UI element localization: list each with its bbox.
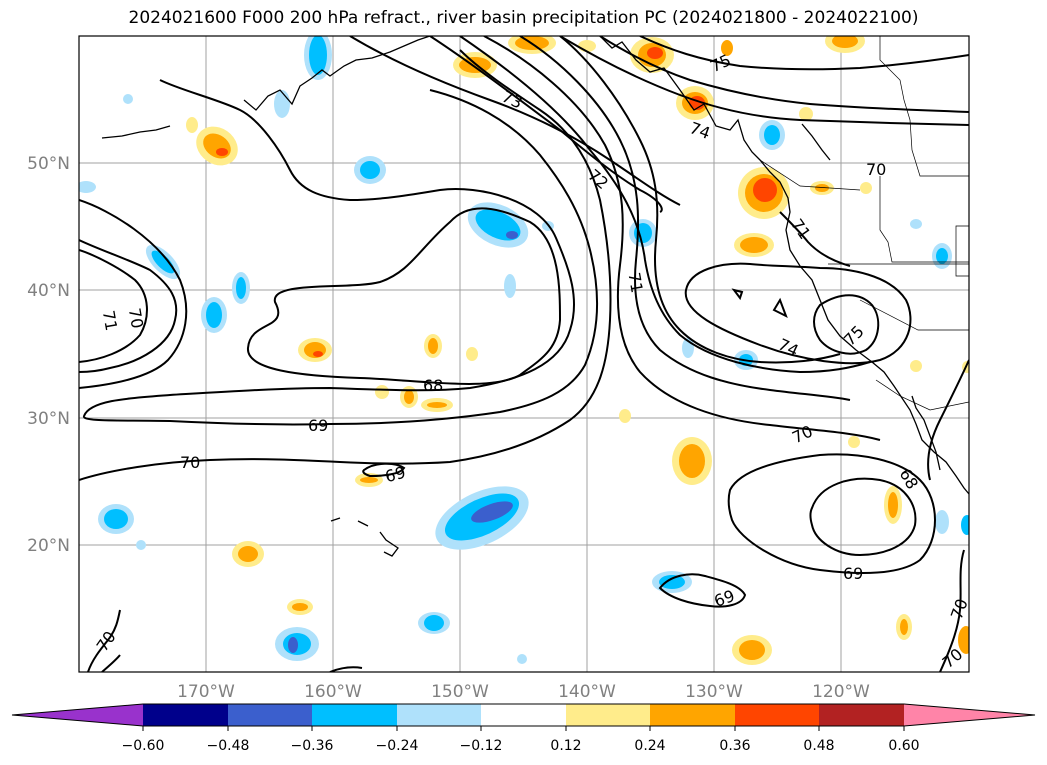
colorbar-bin <box>735 704 819 726</box>
contour-label: 71 <box>624 271 646 294</box>
lon-label-120w: 120°W <box>812 682 870 702</box>
colorbar-tick-label: 0.48 <box>803 738 834 754</box>
lon-label-130w: 130°W <box>685 682 743 702</box>
colorbar-tick-label: 0.36 <box>719 738 750 754</box>
colorbar-tick-label: 0.60 <box>888 738 919 754</box>
colorbar-over-arrow <box>904 704 1035 726</box>
colorbar-bin <box>819 704 904 726</box>
lon-label-160w: 160°W <box>304 682 362 702</box>
lon-label-150w: 150°W <box>431 682 489 702</box>
refractivity-contours <box>79 36 969 672</box>
colorbar-bin <box>312 704 397 726</box>
lon-label-140w: 140°W <box>558 682 616 702</box>
map-title: 2024021600 F000 200 hPa refract., river … <box>128 8 919 28</box>
colorbar-tick-label: 0.12 <box>550 738 581 754</box>
lon-label-170w: 170°W <box>177 682 235 702</box>
colorbar-tick-label: −0.24 <box>376 738 419 754</box>
longitude-labels: 170°W 160°W 150°W 140°W 130°W 120°W <box>177 682 870 702</box>
lat-label-20n: 20°N <box>27 536 70 556</box>
colorbar-tick-label: 0.24 <box>634 738 665 754</box>
colorbar-tick-label: −0.48 <box>207 738 250 754</box>
contour-label: 68 <box>423 376 443 395</box>
colorbar-tick-label: −0.60 <box>122 738 165 754</box>
contour-label: 70 <box>180 453 200 472</box>
contour-label: 69 <box>308 416 328 435</box>
contour-label: 70 <box>947 596 972 622</box>
lat-label-50n: 50°N <box>27 154 70 174</box>
colorbar-bin <box>143 704 228 726</box>
lat-label-40n: 40°N <box>27 281 70 301</box>
contour-label: 70 <box>125 307 147 330</box>
colorbar-tick-label: −0.12 <box>460 738 503 754</box>
colorbar: −0.60 −0.48 −0.36 −0.24 −0.12 0.12 0.24 … <box>11 703 1036 754</box>
contour-label: 71 <box>99 309 121 332</box>
map-area: 75 73 74 72 70 71 71 70 71 68 69 70 69 7… <box>79 36 972 672</box>
contour-label: 69 <box>383 463 408 487</box>
contour-label: 69 <box>843 564 863 583</box>
lat-label-30n: 30°N <box>27 409 70 429</box>
colorbar-bin <box>228 704 312 726</box>
colorbar-bin <box>397 704 481 726</box>
colorbar-bin <box>566 704 650 726</box>
map-frame <box>78 35 970 673</box>
contour-label: 70 <box>866 160 886 179</box>
latitude-labels: 50°N 40°N 30°N 20°N <box>27 154 70 556</box>
colorbar-bin <box>650 704 735 726</box>
gridlines <box>79 36 969 672</box>
colorbar-under-arrow <box>12 704 143 726</box>
colorbar-bin <box>481 704 566 726</box>
colorbar-tick-label: −0.36 <box>291 738 334 754</box>
borders <box>759 36 969 411</box>
